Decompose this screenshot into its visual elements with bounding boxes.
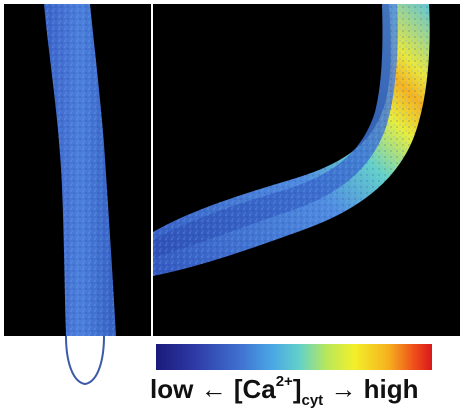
left-root-image (44, 4, 116, 336)
legend-arrow-left-icon: ← (200, 374, 227, 404)
right-microscopy-panel (153, 4, 460, 336)
root-tip-outline (65, 335, 105, 386)
legend-ion-charge: 2+ (275, 373, 293, 390)
legend-high: high (363, 374, 419, 404)
legend-ion: [Ca2+]cyt (233, 373, 324, 409)
calcium-colorbar (156, 344, 432, 370)
legend-compartment: cyt (301, 392, 324, 409)
left-microscopy-panel (4, 4, 151, 336)
legend-arrow-right-icon: → (330, 374, 357, 404)
legend-low: low (150, 374, 194, 404)
colorbar-legend: low ← [Ca2+]cyt → high (150, 373, 460, 414)
right-root-image (153, 4, 430, 276)
